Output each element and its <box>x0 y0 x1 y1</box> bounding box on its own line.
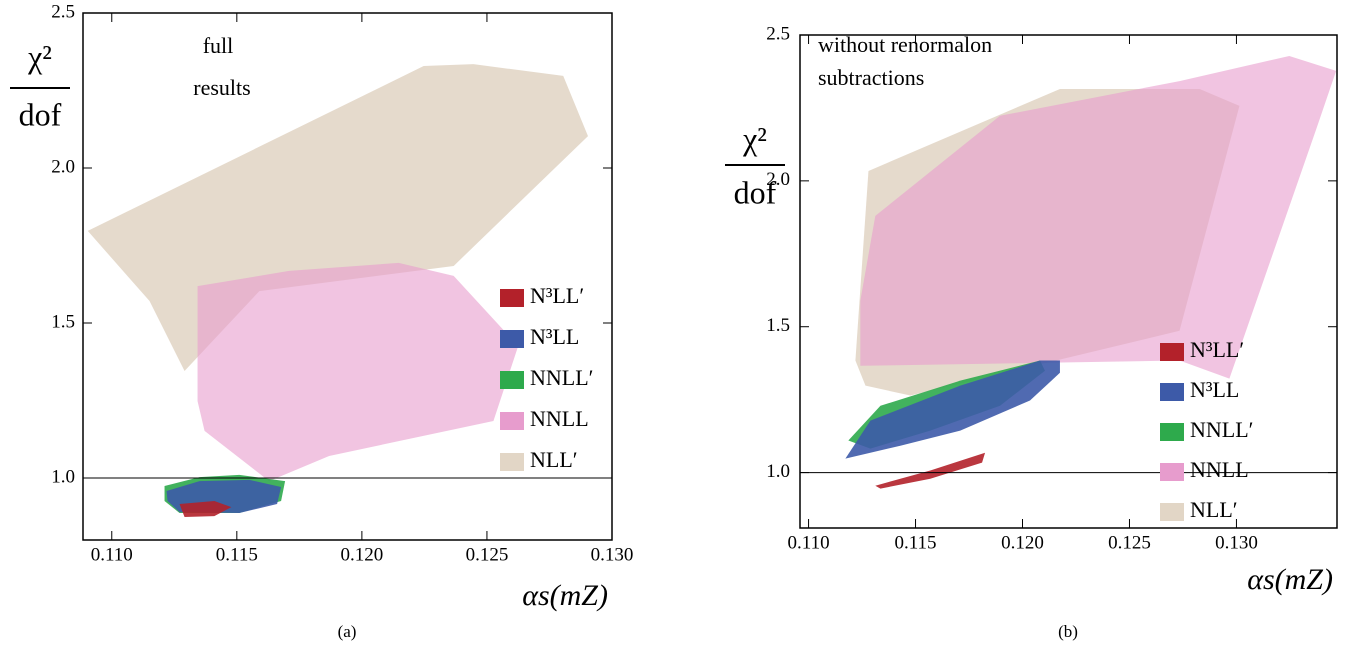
legend-label: NNLL′ <box>1190 417 1253 442</box>
x-tick-label: 0.110 <box>91 544 133 565</box>
caption: (b) <box>1058 622 1078 641</box>
legend-label: N³LL′ <box>530 283 584 308</box>
y-axis-label: dof <box>19 96 62 132</box>
legend-swatch <box>500 412 524 430</box>
legend-label: NNLL <box>530 406 589 431</box>
caption: (a) <box>338 622 357 641</box>
legend-label: NLL′ <box>1190 497 1238 522</box>
annotation: full <box>203 33 234 58</box>
annotation: subtractions <box>818 65 924 90</box>
plot-frame <box>799 34 1338 529</box>
legend-swatch <box>500 371 524 389</box>
y-tick-label: 1.0 <box>766 461 790 482</box>
region <box>845 360 1060 459</box>
x-axis-label: αs(mZ) <box>1247 563 1333 596</box>
legend-label: N³LL <box>530 324 579 349</box>
legend-label: NLL′ <box>530 447 578 472</box>
legend-swatch <box>1160 503 1184 521</box>
legend-label: NNLL <box>1190 457 1249 482</box>
region <box>875 452 986 489</box>
legend-swatch <box>1160 343 1184 361</box>
legend-swatch <box>500 330 524 348</box>
x-tick-label: 0.120 <box>341 544 384 565</box>
legend-label: N³LL′ <box>1190 337 1244 362</box>
plot-frame <box>82 12 613 541</box>
x-tick-label: 0.130 <box>1215 532 1258 553</box>
x-tick-label: 0.110 <box>788 532 830 553</box>
region <box>197 262 519 482</box>
y-axis-label: χ² <box>27 38 52 74</box>
x-axis-label: αs(mZ) <box>522 579 608 612</box>
y-tick-label: 2.0 <box>766 169 790 190</box>
x-tick-label: 0.115 <box>216 544 258 565</box>
legend-label: NNLL′ <box>530 365 593 390</box>
y-tick-label: 1.5 <box>766 315 790 336</box>
y-axis-label: χ² <box>742 120 767 156</box>
annotation: results <box>193 75 250 100</box>
x-tick-label: 0.125 <box>466 544 509 565</box>
legend-swatch <box>1160 423 1184 441</box>
y-tick-label: 2.0 <box>51 156 75 177</box>
x-tick-label: 0.120 <box>1001 532 1044 553</box>
legend-swatch <box>1160 383 1184 401</box>
y-axis-label: dof <box>734 174 777 210</box>
x-tick-label: 0.130 <box>591 544 634 565</box>
x-tick-label: 0.115 <box>895 532 937 553</box>
y-tick-label: 1.0 <box>51 466 75 487</box>
y-tick-label: 1.5 <box>51 311 75 332</box>
annotation: without renormalon <box>818 32 992 57</box>
legend-swatch <box>500 289 524 307</box>
legend-swatch <box>1160 463 1184 481</box>
y-tick-label: 2.5 <box>51 1 75 22</box>
region <box>860 56 1337 379</box>
y-tick-label: 2.5 <box>766 23 790 44</box>
legend-label: N³LL <box>1190 377 1239 402</box>
region <box>179 500 232 518</box>
x-tick-label: 0.125 <box>1108 532 1151 553</box>
legend-swatch <box>500 453 524 471</box>
